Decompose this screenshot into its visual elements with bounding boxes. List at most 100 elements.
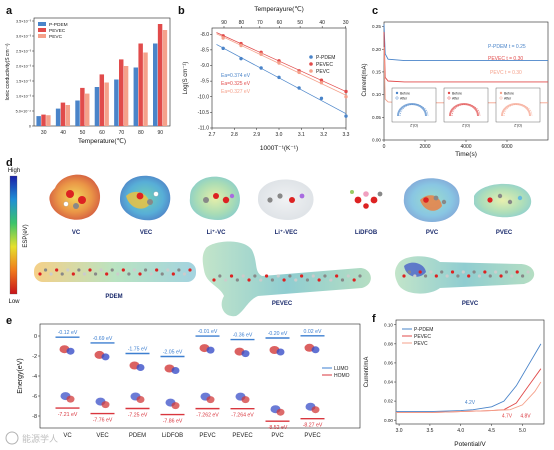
atom [300, 274, 304, 278]
panel-c: 0 2000 4000 6000 0.00 0.05 0.10 0.15 0.20 0.25 Ti… [362, 21, 549, 158]
x-tick-label: 4.5 [488, 428, 495, 434]
atom [477, 274, 482, 278]
atom [358, 274, 362, 278]
atom [88, 268, 92, 272]
panel-d: High Low ESP(eV) VC VEC Li⁺-VC Li⁺-VEC L… [8, 168, 535, 317]
molecule-label-vc: VC [72, 230, 81, 236]
panel-c-xlabel: Time(s) [455, 151, 477, 158]
orbital-lobe-blue [66, 347, 75, 355]
atom [247, 278, 251, 282]
x-tick-label: LiDFOB [162, 433, 183, 439]
y-tick-label: 0.04 [384, 380, 393, 385]
atom [253, 274, 257, 278]
homo-value-label: -7.25 eV [128, 413, 148, 419]
y-tick-label: 2.5×10⁻³ [16, 50, 32, 54]
point-pevc [297, 70, 301, 75]
panel-b: 2.7 2.8 2.9 3.0 3.1 3.2 3.3 -8.0 -8.5 -9.0 -9.5 -10… [183, 5, 350, 152]
panel-e-letter: e [6, 315, 12, 327]
orbital-lobe-blue [241, 350, 250, 358]
atom [429, 270, 433, 274]
point-p-pdem [344, 114, 348, 118]
y-tick-label: 0.10 [384, 322, 393, 327]
bar-p-pdem-80 [133, 67, 139, 126]
orbital-lobe-blue [276, 348, 285, 356]
x-tick-label: 2.9 [253, 132, 260, 138]
legend-swatch-pdem [38, 22, 46, 26]
atom [132, 268, 137, 272]
atom [93, 272, 98, 276]
inset-legend-before: Before [504, 92, 514, 96]
point-pevc [259, 52, 263, 56]
legend-marker-pevc [309, 69, 313, 73]
y-tick-label: -10.5 [198, 110, 210, 116]
atom [177, 268, 181, 272]
panel-e: 0 -2 -4 -6 -8 -0.12 eV -7.21 eV VC -0.69 eV -7.76… [17, 323, 361, 439]
fit-line-pevc [216, 33, 347, 96]
watermark-text: 能源学人 [22, 433, 58, 444]
inset-legend-before: Before [400, 92, 410, 96]
ea-label-pdem: Ea=0.374 eV [221, 73, 251, 79]
lumo-value-label: -0.01 eV [198, 329, 218, 335]
bar-p-pdem-90 [153, 43, 158, 126]
orbital-lobe-red [241, 396, 250, 404]
watermark-logo-icon [5, 431, 19, 445]
inset-legend-marker-after [395, 96, 399, 100]
x-tick-label: 3.0 [396, 428, 403, 434]
atom [461, 270, 465, 274]
x-tick-label: PVC [271, 433, 284, 439]
y-tick-label: 0 [34, 334, 37, 340]
esp-surface-pevc [395, 256, 535, 294]
orbital-lobe-red [66, 395, 75, 403]
esp-scale-low: Low [8, 299, 20, 305]
inset-legend-marker-before [447, 91, 451, 95]
bar-pevec-80 [138, 43, 143, 126]
atom [241, 274, 245, 278]
atom [171, 272, 175, 276]
bar-pevc-90 [162, 30, 168, 126]
esp-surface-vec [120, 175, 171, 221]
atom [445, 274, 449, 278]
x-tick-label: 6000 [501, 144, 512, 150]
orbital-lobe-red [276, 408, 285, 416]
x-tick-label: 3.2 [320, 132, 327, 138]
trace-label-pdem: P-PDEM t = 0.25 [488, 44, 526, 50]
atom [60, 272, 64, 276]
x-tick-label: PEVEC [232, 433, 253, 439]
top-tick-label: 80 [239, 20, 245, 26]
point-pevc [319, 80, 324, 85]
top-tick-label: 60 [277, 20, 283, 26]
atom [224, 278, 228, 282]
legend-swatch-pevec [38, 28, 46, 32]
point-p-pdem [239, 56, 243, 61]
lumo-value-label: 0.02 eV [304, 329, 322, 335]
x-tick-label: 3.0 [276, 132, 283, 138]
atom [264, 274, 269, 278]
panel-a-legend: P-PDEM PEVEC PEVC [38, 22, 68, 40]
point-pevc [277, 61, 281, 65]
atom [66, 268, 70, 272]
x-tick-label: 2000 [419, 144, 430, 150]
x-tick-label: 0 [383, 144, 386, 150]
legend-label-homo: HOMO [334, 373, 350, 379]
atom [402, 274, 406, 278]
x-tick-label: 2.7 [209, 132, 216, 138]
atom [467, 274, 471, 278]
atom [483, 270, 487, 274]
inset-legend-after: After [504, 97, 512, 101]
esp-surface-vc [49, 174, 101, 220]
x-tick-label: VEC [96, 433, 109, 439]
atom [488, 274, 492, 278]
atom [329, 278, 333, 282]
top-tick-label: 40 [319, 20, 325, 26]
atom [212, 278, 216, 282]
trace-p-pdem [383, 24, 548, 62]
panel-a-xlabel: Temperature(℃) [78, 137, 126, 145]
atom [317, 278, 321, 282]
atom [276, 274, 280, 278]
y-tick-label: 1.5×10⁻³ [16, 80, 32, 84]
atom [138, 272, 142, 276]
bar-p-pdem-40 [55, 108, 61, 126]
panel-f-letter: f [372, 313, 376, 325]
fit-line-pevec [216, 32, 347, 92]
